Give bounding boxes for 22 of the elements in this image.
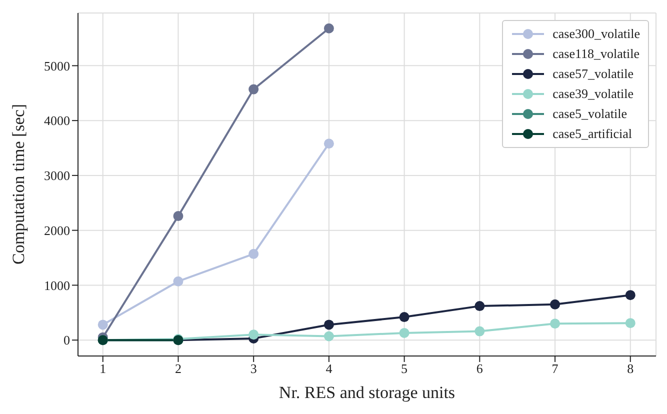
x-tick-label: 6 [476, 361, 484, 376]
x-axis-title: Nr. RES and storage units [278, 383, 456, 402]
y-tick-label: 5000 [44, 58, 70, 74]
x-tick-label: 7 [552, 361, 559, 376]
legend-label: case5_artificial [552, 126, 632, 142]
legend-label: case118_volatile [552, 46, 640, 62]
legend-label: case57_volatile [552, 66, 634, 82]
x-tick-label: 1 [100, 361, 106, 376]
y-tick-label: 0 [64, 332, 70, 348]
y-tick-label: 4000 [44, 113, 70, 128]
legend-label: case5_volatile [552, 106, 627, 122]
y-tick-label: 1000 [44, 278, 70, 293]
x-tick-label: 2 [174, 361, 182, 376]
x-tick-label: 4 [326, 361, 333, 376]
x-tick-label: 5 [401, 361, 408, 376]
legend-label: case300_volatile [552, 26, 640, 42]
x-tick-label: 8 [627, 361, 634, 376]
x-tick-label: 3 [250, 361, 257, 376]
y-axis-title: Computation time [sec] [9, 104, 28, 264]
y-tick-label: 3000 [44, 168, 70, 184]
legend-label: case39_volatile [552, 86, 634, 102]
y-tick-label: 2000 [44, 222, 70, 238]
